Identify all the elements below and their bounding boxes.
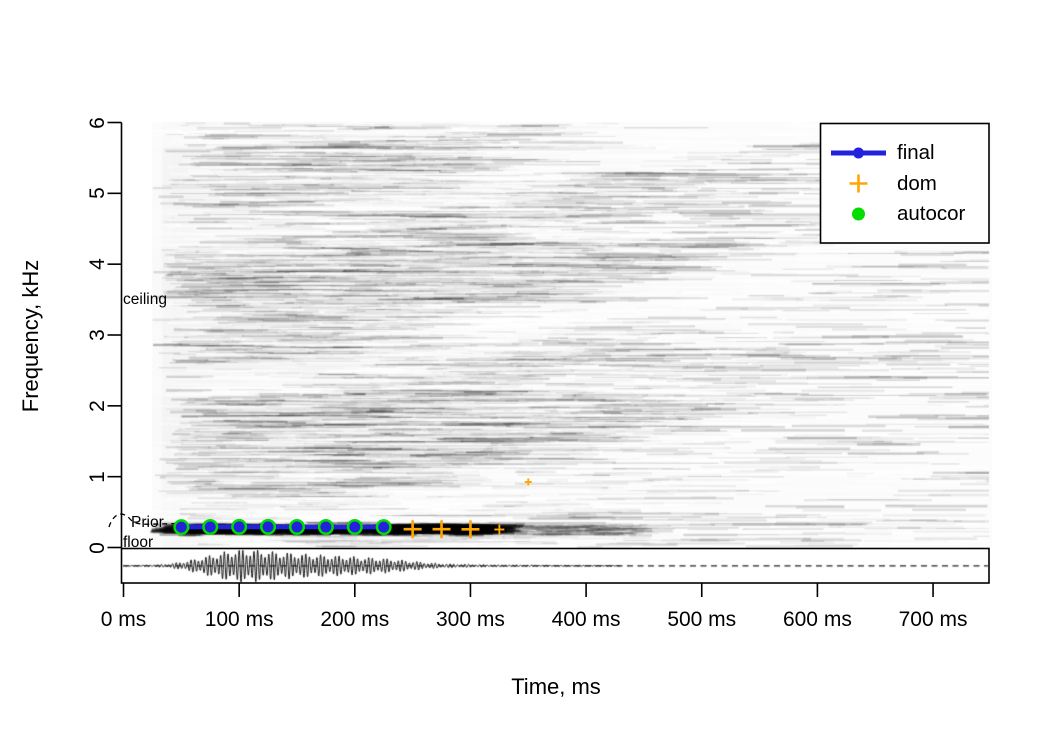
x-tick-label: 700 ms [898, 608, 968, 631]
prior-curve [108, 513, 182, 528]
y-axis-title: Frequency, kHz [18, 259, 43, 413]
x-tick-label: 100 ms [204, 608, 274, 631]
dom-candidate-point [524, 478, 532, 486]
legend-item-label-final: final [897, 141, 935, 164]
x-tick-label: 600 ms [782, 608, 852, 631]
y-tick-label: 0 [86, 541, 109, 554]
y-tick-label: 4 [86, 258, 109, 270]
final-pitch-point [204, 521, 216, 533]
x-tick-label: 200 ms [320, 608, 390, 631]
legend-box [819, 122, 990, 244]
y-tick-label: 5 [86, 187, 109, 200]
y-tick-label: 1 [86, 470, 109, 483]
legend-item-label-dom: dom [897, 171, 937, 195]
x-axis-title: Time, ms [511, 674, 601, 699]
annotation-ceiling: ceiling [123, 290, 167, 308]
y-tick-label: 6 [86, 116, 109, 129]
y-tick-label: 2 [86, 399, 109, 412]
legend-item-label-autocor: autocor [897, 202, 966, 225]
dom-candidate-point [461, 520, 480, 539]
final-pitch-point [175, 521, 187, 533]
final-pitch-point [320, 521, 332, 533]
x-tick-label: 500 ms [667, 608, 737, 631]
x-tick-label: 300 ms [436, 608, 505, 631]
final-pitch-point [291, 521, 303, 533]
x-tick-label: 400 ms [551, 608, 621, 631]
annotation-prior: Prior [131, 514, 164, 532]
dom-candidate-point [432, 520, 451, 539]
y-tick-label: 3 [86, 329, 109, 341]
final-pitch-point [233, 521, 245, 533]
oscillogram-frame [120, 547, 990, 584]
dom-candidate-point [403, 520, 422, 539]
legend-autocor-dot-sample [852, 207, 865, 221]
annotation-floor: floor [123, 534, 154, 552]
dom-candidate-point [494, 524, 505, 535]
legend-final-dot-sample [853, 147, 864, 159]
final-pitch-point [349, 521, 361, 533]
final-pitch-point [262, 521, 274, 533]
x-tick-label: 0 ms [100, 608, 147, 631]
final-pitch-point [378, 521, 390, 533]
